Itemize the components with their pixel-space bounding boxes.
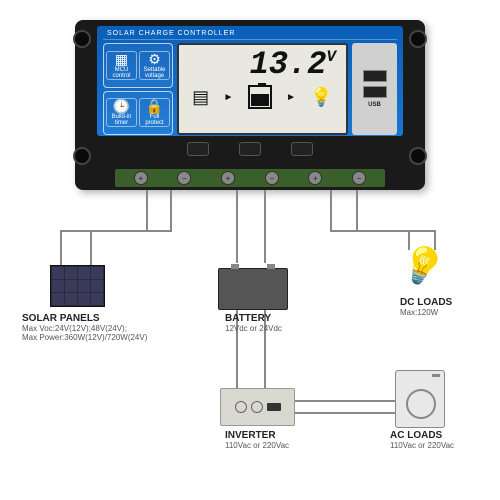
control-buttons <box>75 142 425 156</box>
ac-title: AC LOADS <box>390 430 442 441</box>
menu-button[interactable] <box>187 142 209 156</box>
terminal-batt-pos[interactable]: + <box>221 171 235 185</box>
feature-label: MCU control <box>107 67 136 79</box>
feature-timer: 🕒 Build-in timer <box>106 98 137 127</box>
mount-hole <box>73 30 91 48</box>
clock-icon: 🕒 <box>113 99 130 113</box>
feature-label: Settable voltage <box>140 67 169 79</box>
battery-spec: 12Vdc or 24Vdc <box>225 324 282 333</box>
down-button[interactable] <box>291 142 313 156</box>
battery-icon <box>248 85 272 109</box>
mount-hole <box>409 30 427 48</box>
wire <box>295 412 395 414</box>
wire <box>264 190 266 263</box>
usb-label: USB <box>368 102 381 108</box>
wire <box>90 230 172 232</box>
ac-spec: 110Vac or 220Vac <box>390 441 454 450</box>
washing-machine-graphic <box>395 370 445 428</box>
voltage-unit: V <box>326 48 336 66</box>
wire <box>236 190 238 263</box>
dc-loads-label: DC LOADS Max:120W <box>400 297 452 317</box>
arrow-icon: ► <box>286 92 296 103</box>
solar-spec-1: Max Voc:24V(12V);48V(24V); <box>22 324 147 333</box>
wire <box>146 190 148 230</box>
inverter-title: INVERTER <box>225 430 276 441</box>
terminal-load-neg[interactable]: − <box>352 171 366 185</box>
lock-icon: 🔒 <box>146 99 163 113</box>
controller-faceplate: SOLAR CHARGE CONTROLLER ▦ MCU control ⚙ … <box>97 26 403 136</box>
voltage-value: 13.2 <box>250 46 327 83</box>
feature-label: Build-in timer <box>107 114 136 126</box>
solar-panel-icon: ▤ <box>192 87 209 108</box>
gear-icon: ⚙ <box>148 52 161 66</box>
wire <box>356 190 358 230</box>
inverter-spec: 110Vac or 220Vac <box>225 441 289 450</box>
usb-port[interactable] <box>363 86 387 98</box>
wire <box>90 230 92 265</box>
solar-title: SOLAR PANELS <box>22 313 100 324</box>
inverter-graphic <box>220 388 295 426</box>
feature-label: Full protect <box>140 114 169 126</box>
terminal-solar-pos[interactable]: + <box>134 171 148 185</box>
solar-label: SOLAR PANELS Max Voc:24V(12V);48V(24V); … <box>22 313 147 342</box>
wire <box>170 190 172 230</box>
battery-label: BATTERY 12Vdc or 24Vdc <box>225 313 282 333</box>
inverter-label: INVERTER 110Vac or 220Vac <box>225 430 289 450</box>
feature-protect: 🔒 Full protect <box>139 98 170 127</box>
solar-spec-2: Max Power:360W(12V)/720W(24V) <box>22 333 147 342</box>
wire <box>60 230 62 265</box>
terminal-batt-neg[interactable]: − <box>265 171 279 185</box>
ac-loads-label: AC LOADS 110Vac or 220Vac <box>390 430 454 450</box>
product-title: SOLAR CHARGE CONTROLLER <box>103 30 397 40</box>
usb-port[interactable] <box>363 70 387 82</box>
feature-row-2: 🕒 Build-in timer 🔒 Full protect <box>103 91 173 136</box>
bulb-icon: 💡 <box>310 87 332 108</box>
feature-row-1: ▦ MCU control ⚙ Settable voltage <box>103 43 173 88</box>
lcd-display: 13.2V ▤ ► ► 💡 <box>177 43 348 135</box>
wire <box>295 400 395 402</box>
wire <box>356 230 436 232</box>
solar-panel-graphic <box>50 265 105 307</box>
wire <box>330 190 332 230</box>
terminal-solar-neg[interactable]: − <box>177 171 191 185</box>
bulb-graphic: 💡 <box>394 239 450 294</box>
up-button[interactable] <box>239 142 261 156</box>
battery-title: BATTERY <box>225 313 271 324</box>
dc-spec: Max:120W <box>400 308 452 317</box>
feature-voltage: ⚙ Settable voltage <box>139 51 170 80</box>
battery-graphic <box>218 268 288 310</box>
charge-controller-device: SOLAR CHARGE CONTROLLER ▦ MCU control ⚙ … <box>75 20 425 190</box>
chip-icon: ▦ <box>115 52 128 66</box>
usb-port-block: USB <box>352 43 397 135</box>
voltage-readout: 13.2V <box>185 49 340 81</box>
arrow-icon: ► <box>224 92 234 103</box>
terminal-strip: + − + − + − <box>115 169 385 187</box>
dc-title: DC LOADS <box>400 297 452 308</box>
terminal-load-pos[interactable]: + <box>308 171 322 185</box>
feature-mcu: ▦ MCU control <box>106 51 137 80</box>
